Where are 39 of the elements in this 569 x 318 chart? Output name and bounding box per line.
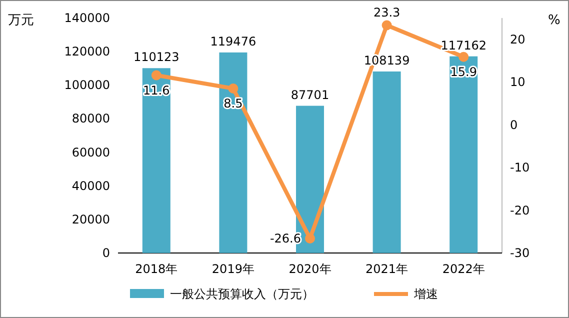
x-tick-label: 2021年: [366, 262, 408, 276]
data-label: 87701: [290, 88, 330, 102]
y2-tick-label: -30: [510, 246, 530, 260]
data-label: 110123: [133, 50, 180, 64]
x-tick-label: 2019年: [212, 262, 254, 276]
legend-label: 一般公共预算收入（万元）: [170, 287, 314, 301]
point: [382, 20, 392, 30]
y2-tick-label: -10: [510, 160, 530, 175]
y2-tick-label: 20: [510, 32, 526, 46]
y-tick-label: 140000: [64, 11, 110, 25]
data-label: 119476: [210, 34, 256, 48]
y-tick-label: 80000: [72, 112, 110, 126]
data-label: 23.3: [373, 5, 400, 20]
x-tick-label: 2020年: [288, 262, 332, 276]
x-tick-label: 2022年: [442, 262, 485, 276]
data-label: 15.9: [450, 64, 477, 79]
point: [228, 84, 238, 94]
bar: [450, 56, 478, 253]
y-tick-label: 40000: [72, 178, 110, 193]
y-tick-label: 60000: [72, 145, 110, 160]
y-tick-label: 20000: [72, 212, 110, 226]
point: [151, 70, 162, 80]
y-tick-label: 100000: [64, 78, 110, 92]
x-tick-label: 2018年: [135, 262, 178, 276]
bar: [142, 68, 170, 253]
bar: [219, 52, 248, 253]
data-label: 117162: [440, 38, 487, 52]
y2-tick-label: 10: [510, 75, 526, 90]
y-tick-label: 0: [102, 246, 110, 260]
bar: [372, 71, 401, 253]
y2-axis-title: %: [548, 13, 560, 28]
y-axis-title: 万元: [8, 13, 34, 28]
y2-tick-label: 0: [510, 118, 518, 132]
point: [458, 52, 469, 62]
legend-label: 增速: [413, 287, 438, 301]
y2-tick-label: -20: [510, 203, 530, 218]
data-label: 11.6: [143, 83, 170, 98]
point: [305, 233, 315, 244]
y-tick-label: 120000: [64, 44, 110, 59]
